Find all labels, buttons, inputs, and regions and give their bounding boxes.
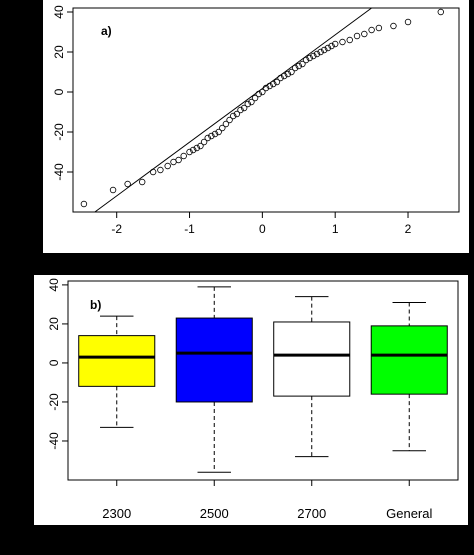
x-tick-label: -1 <box>184 222 195 236</box>
x-category-label: 2700 <box>297 506 326 521</box>
data-point <box>237 106 244 114</box>
data-point <box>251 94 259 102</box>
data-point <box>270 80 277 88</box>
box-group <box>175 286 253 473</box>
data-point <box>266 82 273 90</box>
data-point <box>259 88 266 96</box>
x-category-label: 2500 <box>200 506 229 521</box>
data-point <box>248 98 255 106</box>
data-point <box>281 72 288 80</box>
data-point <box>80 200 88 208</box>
y-tick-label: -40 <box>52 163 66 181</box>
data-point <box>353 32 361 40</box>
x-category-label: General <box>386 506 432 521</box>
data-point <box>295 62 302 70</box>
data-point <box>346 36 353 44</box>
data-point <box>331 40 339 48</box>
y-tick-label: 40 <box>47 278 61 292</box>
data-point <box>313 50 321 58</box>
box-2500 <box>175 317 253 403</box>
data-point <box>208 132 215 140</box>
x-tick-label: -2 <box>111 222 122 236</box>
data-point <box>328 42 335 50</box>
data-point <box>109 186 117 194</box>
data-point <box>219 124 226 132</box>
data-point <box>215 128 222 136</box>
data-point <box>240 104 248 112</box>
data-point <box>255 90 262 98</box>
data-point <box>273 78 281 86</box>
data-point <box>284 70 292 78</box>
data-point <box>324 44 332 52</box>
data-point <box>175 156 182 164</box>
data-point <box>321 46 328 54</box>
data-point <box>230 112 237 120</box>
box-2300 <box>78 335 156 387</box>
box-general <box>370 325 448 395</box>
x-tick-label: 2 <box>405 222 412 236</box>
x-tick-label: 0 <box>259 222 266 236</box>
data-point <box>310 52 317 60</box>
data-point <box>189 146 197 154</box>
box-group <box>78 315 156 428</box>
y-tick-label: 0 <box>47 359 61 366</box>
y-tick-label: -20 <box>47 393 61 411</box>
data-point <box>204 134 211 142</box>
panel-label-b: b) <box>90 298 101 312</box>
y-tick-label: -40 <box>47 432 61 450</box>
data-point <box>124 180 131 188</box>
y-tick-label: 20 <box>52 45 66 59</box>
data-point <box>302 56 310 64</box>
data-point <box>200 138 208 146</box>
data-point <box>226 116 233 124</box>
data-point <box>157 166 164 174</box>
data-point <box>404 18 412 26</box>
data-point <box>317 48 324 56</box>
data-point <box>339 38 346 46</box>
box-2700 <box>273 321 351 397</box>
panel-label-a: a) <box>101 24 112 38</box>
data-point <box>291 64 299 72</box>
box-group <box>370 301 448 452</box>
y-tick-label: -20 <box>52 123 66 141</box>
data-point <box>138 178 146 186</box>
data-point <box>437 8 444 16</box>
data-point <box>211 130 219 138</box>
data-point <box>306 54 313 62</box>
reference-line <box>94 7 372 213</box>
data-point <box>277 74 284 82</box>
data-point <box>149 168 157 176</box>
data-point <box>180 152 187 160</box>
x-tick-label: 1 <box>332 222 339 236</box>
data-point <box>299 60 306 68</box>
data-point <box>197 142 204 150</box>
data-point <box>262 84 270 92</box>
x-category-label: 2300 <box>102 506 131 521</box>
data-point <box>244 100 251 108</box>
data-point <box>368 26 375 34</box>
y-tick-label: 20 <box>47 317 61 331</box>
data-point <box>390 22 397 30</box>
boxplot-panel: -40 -20 0 20 40 2300 2500 2700 General b) <box>34 275 468 525</box>
data-point <box>375 24 383 32</box>
data-point <box>186 148 193 156</box>
data-point <box>361 30 368 38</box>
qq-plot-panel: -40 -20 0 20 40 -2 -1 0 1 2 a) <box>43 0 469 253</box>
data-point <box>164 162 171 170</box>
boxplot: -40 -20 0 20 40 2300 2500 2700 General b) <box>47 278 459 521</box>
plot-area-border <box>67 280 459 481</box>
y-tick-label: 0 <box>52 88 66 95</box>
box-group <box>273 296 351 458</box>
data-point <box>222 120 230 128</box>
data-point <box>288 68 295 76</box>
data-point <box>233 110 241 118</box>
data-point <box>193 144 201 152</box>
y-tick-label: 40 <box>52 5 66 19</box>
qq-plot: -40 -20 0 20 40 -2 -1 0 1 2 a) <box>52 5 460 236</box>
plot-area-border <box>72 7 460 213</box>
